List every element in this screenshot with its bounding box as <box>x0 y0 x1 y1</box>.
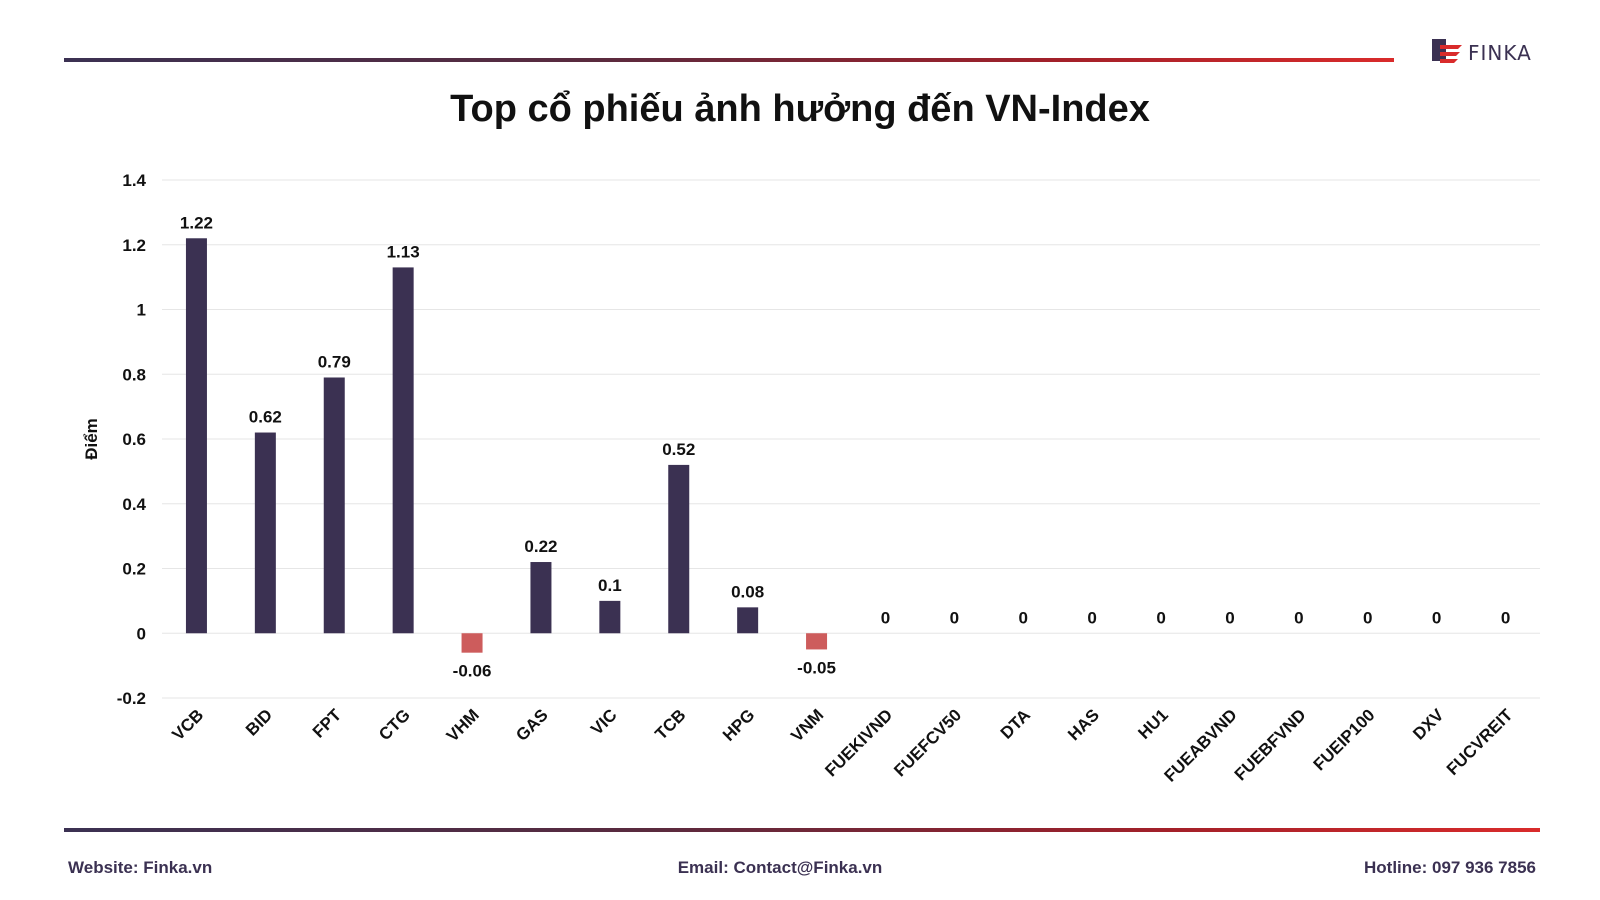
finka-logo-mark-icon <box>1432 39 1462 63</box>
data-label: 0 <box>1019 608 1028 627</box>
footer-email: Email: Contact@Finka.vn <box>677 858 883 877</box>
footer-hotline: Hotline: 097 936 7856 <box>1364 858 1536 877</box>
y-tick-label: 0.2 <box>122 560 146 579</box>
x-tick-label: FPT <box>309 705 346 742</box>
data-label: 0 <box>1501 608 1510 627</box>
data-label: 0.79 <box>318 352 351 371</box>
x-tick-label: FUEFCV50 <box>890 705 965 780</box>
y-tick-label: 1 <box>137 301 146 320</box>
y-axis-label: Điểm <box>82 418 101 460</box>
x-tick-label: DTA <box>997 705 1034 742</box>
y-tick-label: 0.6 <box>122 430 146 449</box>
footer-website: Website: Finka.vn <box>68 858 213 877</box>
data-label: 0 <box>1294 608 1303 627</box>
bar-bid <box>254 432 276 634</box>
data-label: 0 <box>1225 608 1234 627</box>
data-label: -0.05 <box>797 658 836 677</box>
y-tick-label: -0.2 <box>117 689 146 708</box>
data-label: 0 <box>881 608 890 627</box>
data-label: 0.62 <box>249 408 282 427</box>
data-label: 0 <box>1087 608 1096 627</box>
x-tick-label: VCB <box>168 705 207 744</box>
x-tick-label: FUEABVND <box>1161 705 1241 785</box>
x-tick-label: BID <box>242 705 276 739</box>
bar-fpt <box>323 377 345 634</box>
chart-title: Top cổ phiếu ảnh hưởng đến VN-Index <box>450 88 1150 130</box>
bar-tcb <box>668 464 690 634</box>
logo-text: FINKA <box>1468 41 1532 65</box>
data-label: 0.1 <box>598 576 622 595</box>
x-tick-label: VIC <box>587 705 620 738</box>
x-tick-label: FUEBFVND <box>1231 705 1310 784</box>
data-label: 0.52 <box>662 440 695 459</box>
data-label: 0.08 <box>731 582 764 601</box>
bar-hpg <box>737 607 759 634</box>
data-label: 0.22 <box>524 537 557 556</box>
x-tick-label: GAS <box>512 705 551 744</box>
y-tick-label: 1.4 <box>122 171 146 190</box>
data-label: 0 <box>1363 608 1372 627</box>
bar-vcb <box>185 238 207 634</box>
data-label: 0 <box>1432 608 1441 627</box>
bar-vic <box>599 600 621 634</box>
x-tick-label: CTG <box>375 705 414 744</box>
y-tick-label: 1.2 <box>122 236 146 255</box>
data-label: 0 <box>950 608 959 627</box>
bar-gas <box>530 562 552 634</box>
bar-vhm <box>461 633 483 653</box>
x-tick-label: HAS <box>1064 705 1103 744</box>
data-label: 1.13 <box>387 242 420 261</box>
footer-divider <box>64 828 1540 832</box>
finka-logo: FINKA <box>1432 36 1562 70</box>
x-tick-label: TCB <box>651 705 689 743</box>
x-tick-label: FUEKIVND <box>821 705 896 780</box>
bar-chart: -0.2 0 0.2 0.4 0.6 0.8 1 1.2 1.4 Điểm 1.22 VCB 0.62 B… <box>82 171 1540 786</box>
x-tick-label: HPG <box>719 705 758 744</box>
bar-ctg <box>392 267 414 634</box>
data-label: 1.22 <box>180 213 213 232</box>
x-tick-label: VHM <box>443 705 483 745</box>
x-tick-label: FUCVREIT <box>1443 705 1517 779</box>
y-tick-label: 0 <box>137 624 146 643</box>
x-tick-label: DXV <box>1409 705 1448 744</box>
y-tick-label: 0.8 <box>122 365 146 384</box>
bar-vnm <box>806 633 828 650</box>
y-tick-label: 0.4 <box>122 495 146 514</box>
data-label: -0.06 <box>453 662 492 681</box>
x-tick-label: VNM <box>787 705 827 745</box>
header-divider <box>64 58 1394 62</box>
x-tick-label: HU1 <box>1134 705 1171 742</box>
data-label: 0 <box>1156 608 1165 627</box>
x-tick-label: FUEIP100 <box>1310 705 1379 774</box>
